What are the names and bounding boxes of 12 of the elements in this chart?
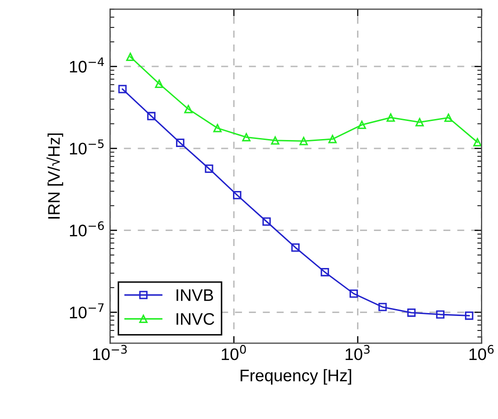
x-tick-label: 10$^{6}$ <box>470 344 494 360</box>
y-tick-label: 10$^{−5}$ <box>70 139 104 155</box>
x-axis-title: Frequency [Hz] <box>240 369 352 385</box>
x-tick-label: 10$^{0}$ <box>222 344 246 360</box>
legend-label: INVC <box>176 313 214 325</box>
x-tick-label: 10$^{−3}$ <box>93 344 127 360</box>
y-tick-label: 10$^{−4}$ <box>70 58 104 73</box>
y-tick-label: 10$^{−7}$ <box>70 303 104 318</box>
y-axis-title: IRN [V/√Hz] <box>46 133 64 219</box>
y-tick-label: 10$^{−6}$ <box>70 221 104 236</box>
x-tick-label: 10$^{3}$ <box>346 344 370 360</box>
legend-label: INVB <box>176 289 214 301</box>
